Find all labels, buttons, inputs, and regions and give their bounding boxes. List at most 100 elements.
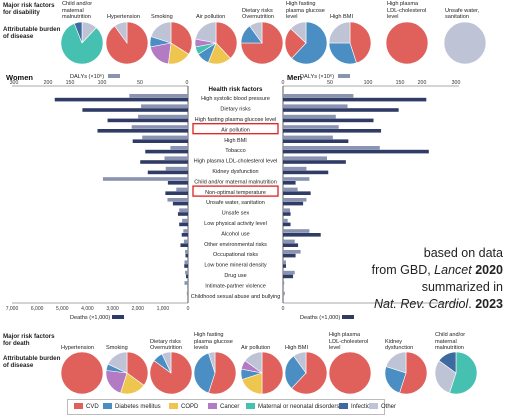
women-dalys-tick: 0 bbox=[186, 80, 189, 86]
top-attrib-label: Attributable burden of disease bbox=[3, 26, 60, 40]
men-dalys-tick: 200 bbox=[418, 80, 427, 86]
men-dalys-bar bbox=[283, 187, 298, 192]
pie-slice-cvd bbox=[60, 351, 104, 395]
pie-slice-diabetes bbox=[291, 21, 328, 65]
men-dalys-bar bbox=[283, 260, 286, 264]
men-dalys-bar bbox=[283, 94, 354, 98]
category-label-high-fasting-plasma-glucose-level: High fasting plasma glucose level bbox=[195, 117, 277, 123]
pie-label-line: Hypertension bbox=[107, 13, 140, 20]
pie-slice-other bbox=[114, 21, 128, 44]
women-deaths-tick: 1,000 bbox=[157, 306, 170, 312]
bottom-header-line2: for death bbox=[3, 340, 30, 347]
men-deaths-bar bbox=[283, 274, 294, 279]
men-deaths-bar bbox=[283, 170, 329, 175]
women-dalys-bar bbox=[182, 218, 188, 223]
category-label-unsafe-water-sanitation: Unsafe water, sanitation bbox=[206, 200, 265, 206]
women-dalys-bar bbox=[184, 260, 188, 264]
source-note-line4: Nat. Rev. Cardiol. 2023 bbox=[325, 296, 503, 313]
pie-label-line: plasma glucose bbox=[286, 7, 325, 14]
legend-swatch-diabetes bbox=[103, 403, 112, 409]
men-dalys-tick: 300 bbox=[452, 80, 461, 86]
pie-slice-infection bbox=[73, 21, 83, 44]
category-label-non-optimal-temperature: Non-optimal temperature bbox=[205, 190, 266, 196]
category-label-intimate-partner-violence: Intimate-partner violence bbox=[205, 283, 266, 289]
legend-item-diabetes: Diabetes mellitus bbox=[103, 403, 161, 411]
women-dalys-bar bbox=[183, 229, 188, 233]
pie-label-line: LDL-cholesterol bbox=[329, 338, 369, 345]
legend-label-other: Other bbox=[381, 404, 397, 410]
women-dalys-bar bbox=[129, 94, 188, 98]
legend-item-copd: COPD bbox=[169, 403, 198, 411]
women-dalys-tick: 150 bbox=[66, 80, 75, 86]
pie-dietary-risks-overnutrition bbox=[240, 21, 284, 65]
pie-label-line: Hypertension bbox=[61, 344, 94, 351]
highlight-box-air-pollution bbox=[192, 123, 279, 135]
pie-label-line: level bbox=[329, 344, 341, 351]
pie-label-hypertension: Hypertension bbox=[61, 345, 94, 351]
pie-slice-cvd bbox=[291, 351, 328, 395]
women-deaths-bar bbox=[179, 222, 188, 227]
pie-label-line: sanitation bbox=[445, 13, 469, 20]
pie-label-line: malnutrition bbox=[62, 13, 91, 20]
women-deaths-tick: 0 bbox=[187, 306, 190, 312]
pie-high-bmi bbox=[284, 351, 328, 395]
legend-swatch-other bbox=[369, 403, 378, 409]
pie-unsafe-water-sanitation bbox=[443, 21, 487, 65]
men-dalys-bar bbox=[283, 156, 327, 160]
pie-label-high-bmi: High BMI bbox=[330, 14, 353, 20]
men-dalys-legend-label: DALYs (×10⁶) bbox=[300, 73, 334, 80]
pie-hypertension bbox=[105, 21, 149, 65]
chart-title: Health risk factors bbox=[209, 86, 264, 93]
women-dalys-bar bbox=[164, 156, 188, 160]
men-deaths-bar bbox=[283, 108, 399, 112]
pie-label-hypertension: Hypertension bbox=[107, 14, 140, 20]
men-deaths-bar bbox=[283, 253, 296, 258]
pie-label-line: High fasting bbox=[286, 1, 316, 8]
pie-label-line: High plasma bbox=[329, 332, 361, 339]
pie-high-fasting-plasma-glucose-level bbox=[284, 21, 328, 65]
pie-slice-other bbox=[443, 21, 487, 65]
men-dalys-bar bbox=[283, 208, 291, 212]
pie-label-child-and-or-maternal-malnutrition: Child and/or maternal malnutrition bbox=[62, 1, 92, 20]
pie-slice-diabetes bbox=[384, 366, 407, 394]
men-deaths-bar bbox=[283, 191, 311, 195]
pie-label-dietary-risks-overnutrition: Dietary risks Overnutrition bbox=[242, 8, 274, 20]
pie-slice-infection bbox=[438, 351, 457, 374]
women-dalys-legend-swatch bbox=[108, 74, 120, 78]
pie-label-high-bmi: High BMI bbox=[285, 345, 308, 351]
men-deaths-bar bbox=[283, 212, 291, 216]
pie-label-line: malnutrition bbox=[435, 344, 464, 351]
top-header-line1: Major risk factors bbox=[3, 2, 55, 9]
pie-label-line: LDL-cholesterol bbox=[387, 7, 427, 14]
pie-slice-other bbox=[107, 351, 128, 374]
men-dalys-bar bbox=[283, 114, 336, 119]
men-deaths-tick: 0 bbox=[282, 306, 285, 312]
women-deaths-bar bbox=[172, 201, 188, 206]
pie-slice-other bbox=[293, 351, 307, 374]
category-label-unsafe-sex: Unsafe sex bbox=[222, 211, 250, 217]
pie-label-high-plasma-ldl-cholesterol-level: High plasma LDL-cholesterol level bbox=[387, 1, 426, 20]
women-deaths-tick: 7,000 bbox=[6, 306, 19, 312]
pie-label-line: dysfunction bbox=[385, 344, 414, 351]
women-dalys-tick: 300 bbox=[10, 80, 19, 86]
women-deaths-bar bbox=[140, 160, 188, 164]
pie-label-line: Dietary risks bbox=[150, 338, 181, 345]
women-dalys-bar bbox=[131, 125, 188, 129]
women-deaths-tick: 6,000 bbox=[31, 306, 44, 312]
legend-swatch-copd bbox=[169, 403, 178, 409]
men-deaths-bar bbox=[283, 139, 349, 143]
category-label-childhood-sexual-abuse-and-bullying: Childhood sexual abuse and bullying bbox=[191, 294, 281, 300]
category-label-occupational-risks: Occupational risks bbox=[213, 252, 258, 258]
source-note-from: from GBD, bbox=[371, 263, 435, 277]
pie-label-line: Dietary risks bbox=[242, 7, 273, 14]
pie-slice-cvd bbox=[328, 351, 372, 395]
legend-label-copd: COPD bbox=[181, 404, 199, 410]
women-deaths-bar bbox=[184, 264, 188, 268]
pie-label-air-pollution: Air pollution bbox=[196, 14, 225, 20]
pie-high-plasma-ldl-cholesterol-level bbox=[328, 351, 372, 395]
pie-slice-cvd bbox=[215, 21, 238, 59]
pie-label-line: Smoking bbox=[106, 344, 128, 351]
legend-item-cvd: CVD bbox=[74, 403, 99, 411]
women-deaths-bar bbox=[181, 233, 188, 237]
pie-slice-maternal bbox=[60, 23, 104, 65]
